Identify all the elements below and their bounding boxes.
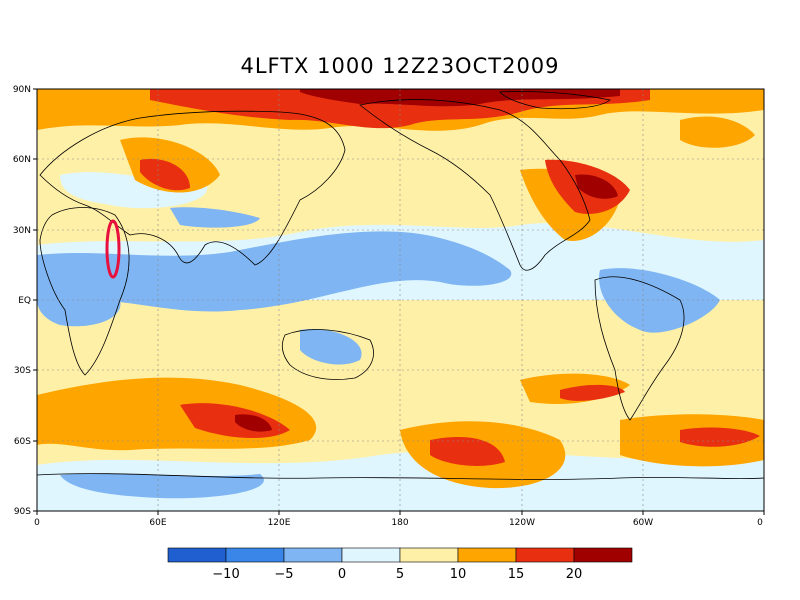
australia-outline xyxy=(281,329,374,380)
colorbar-label: 20 xyxy=(566,567,583,582)
lat-axis: 90N 60N 30N EQ 30S 60S 90S xyxy=(13,85,37,517)
lon-label: 0 xyxy=(34,518,40,528)
lat-label: 90N xyxy=(13,85,31,95)
field-region-blue xyxy=(599,268,720,333)
map-title: 4LFTX 1000 12Z23OCT2009 xyxy=(240,54,560,78)
lon-label: 120W xyxy=(509,518,535,528)
colorbar: −10 −5 0 5 10 15 20 xyxy=(167,547,633,582)
lat-label: 90S xyxy=(14,507,31,517)
colorbar-label: 10 xyxy=(450,567,467,582)
colorbar-label: 0 xyxy=(338,567,346,582)
field-region-red xyxy=(430,436,505,466)
lon-label: 120E xyxy=(268,518,291,528)
field-region-red xyxy=(560,384,625,401)
field-region-blue xyxy=(37,231,512,312)
lat-label: EQ xyxy=(18,296,31,306)
colorbar-swatch xyxy=(225,547,285,563)
south-america-outline xyxy=(594,276,685,421)
field-region-red xyxy=(140,158,190,191)
africa-outline xyxy=(39,207,130,376)
graticule xyxy=(37,89,764,511)
colorbar-label: −10 xyxy=(212,567,239,582)
greenland-outline xyxy=(499,91,611,110)
colorbar-swatch xyxy=(399,547,459,563)
north-america-outline xyxy=(359,99,591,271)
field-region-red xyxy=(680,427,760,447)
colorbar-swatch xyxy=(457,547,517,563)
field-region-orange xyxy=(680,116,755,148)
lon-label: 60E xyxy=(149,518,166,528)
field-region-blue xyxy=(170,207,260,228)
lon-label: 180 xyxy=(391,518,408,528)
colorbar-swatch xyxy=(283,547,343,563)
colorbar-swatch xyxy=(341,547,401,563)
lat-label: 30N xyxy=(13,226,31,236)
colorbar-label: 15 xyxy=(508,567,525,582)
colorbar-swatch xyxy=(515,547,575,563)
lat-label: 30S xyxy=(14,366,31,376)
eurasia-outline xyxy=(39,110,346,266)
lon-label: 60W xyxy=(633,518,653,528)
field-region-darkred xyxy=(235,414,272,432)
lat-label: 60N xyxy=(13,155,31,165)
colorbar-label: 5 xyxy=(396,567,404,582)
colorbar-swatch xyxy=(573,547,633,563)
field-region-darkred xyxy=(575,174,618,199)
coastlines xyxy=(37,91,764,480)
lon-label: 0 xyxy=(757,518,763,528)
field-region-blue xyxy=(37,269,121,327)
antarctica-outline xyxy=(37,473,764,480)
field-region-blue xyxy=(300,329,362,365)
lon-axis: 0 60E 120E 180 120W 60W 0 xyxy=(34,511,765,528)
colorbar-swatch xyxy=(167,547,227,563)
field-region-blue xyxy=(60,473,264,499)
colorbar-label: −5 xyxy=(274,567,293,582)
lat-label: 60S xyxy=(14,437,31,447)
highlight-ellipse xyxy=(105,219,121,279)
field-layer xyxy=(37,89,764,511)
